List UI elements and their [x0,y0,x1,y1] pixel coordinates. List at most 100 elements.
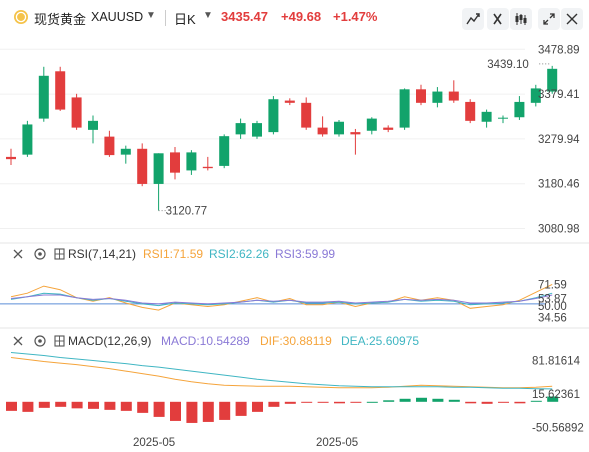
candle-body [55,71,66,110]
price-axis: 3478.89 3379.41 3279.94 3180.46 3080.98 [538,44,580,235]
rsi-tick: 53.87 [538,293,567,305]
candle-body [6,156,16,160]
macd-bar [38,401,50,408]
macd-bar [432,398,444,402]
candle-body [252,123,262,137]
candle-body [202,166,213,169]
settings-icon [566,13,578,25]
candle-body [301,102,312,128]
candle-body [416,89,426,103]
macd-bar [55,401,67,407]
candle-body [366,118,377,131]
macd-bar [252,401,263,412]
macd-bar [268,401,280,407]
fullscreen-icon [543,13,555,25]
candle-body [448,91,459,101]
date-tick: 2025-05 [133,437,175,449]
macd-bar [186,401,198,423]
rsi-settings-icon[interactable] [34,248,46,260]
rsi3-legend: RSI3:59.99 [275,247,335,261]
dea-legend: DEA:25.60975 [341,334,419,348]
max-price-label: 3439.10 [487,59,529,71]
macd-tick: -50.56892 [532,422,584,434]
candle-body [22,124,33,155]
macd-bar [301,401,313,403]
macd-bar [170,401,181,421]
price-tick: 3379.41 [538,89,580,101]
symbol-dropdown-icon[interactable]: ▼ [146,10,156,21]
candle-body [235,123,246,135]
candle-body [153,153,164,184]
rsi-panel: RSI(7,14,21) RSI1:71.59 RSI2:62.26 RSI3:… [0,247,567,325]
macd-bar [317,401,329,403]
macd-panel: MACD(12,26,9) MACD:10.54289 DIF:30.88119… [6,334,584,434]
macd-bar [235,401,247,416]
rsi-lines [0,283,553,311]
symbol-code[interactable]: XAUUSD [91,10,144,24]
candlesticks [6,63,558,212]
candle-body [317,127,328,135]
candle-style-button[interactable] [462,8,484,30]
candle-body [432,91,443,103]
macd-bar [202,401,214,422]
macd-tick: 81.81614 [532,356,581,368]
candle-body [88,120,98,130]
macd-lines [10,352,553,390]
period-selector[interactable]: 日K [174,12,196,27]
chart-canvas[interactable]: 3478.89 3379.41 3279.94 3180.46 3080.98 3439… [0,36,589,452]
macd-bar [284,401,296,404]
min-price-label: 3120.77 [166,206,208,218]
macd-header: MACD(12,26,9) MACD:10.54289 DIF:30.88119… [13,334,419,348]
macd-histogram [6,396,559,423]
chart-type-button[interactable] [510,8,532,30]
macd-bar [120,401,132,411]
candle-body [284,100,295,103]
dif-line [10,357,553,389]
candle-body [465,101,476,121]
candle-style-icon [466,13,480,25]
macd-close-icon[interactable] [13,336,23,346]
dif-legend: DIF:30.88119 [260,334,332,348]
settings-button[interactable] [561,8,583,30]
price-tick: 3478.89 [538,44,580,56]
price-tick: 3080.98 [538,224,580,236]
rsi-close-icon[interactable] [13,249,23,259]
candle-body [383,127,394,130]
macd-bar [465,401,477,404]
candle-body [170,152,180,173]
period-dropdown-icon[interactable]: ▼ [203,10,213,21]
rsi-title: RSI(7,14,21) [68,247,136,261]
macd-title: MACD(12,26,9) [68,334,151,348]
macd-bar [530,400,542,402]
chart-type-icon [515,13,527,25]
candle-body [219,136,230,166]
symbol-name[interactable]: 现货黄金 [34,12,87,27]
macd-bar [448,399,460,402]
macd-bar [153,401,165,417]
macd-bar [71,401,83,409]
last-price: 3435.47 [221,9,268,24]
macd-bar [6,401,17,411]
candle-body [120,148,131,155]
rsi2-legend: RSI2:62.26 [209,247,269,261]
candle-body [334,121,344,135]
macd-settings-icon[interactable] [34,335,46,347]
macd-bar [366,401,378,403]
rsi-line-3 [10,294,553,305]
main-grid [0,48,525,230]
macd-bar [498,401,509,403]
fullscreen-button[interactable] [538,8,560,30]
rsi-tick: 34.56 [538,313,567,325]
candle-body [137,148,148,184]
macd-tick: 15.62361 [532,389,580,401]
candle-body [514,101,525,118]
price-change-pct: +1.47% [333,9,378,24]
main-price-panel: 3478.89 3379.41 3279.94 3180.46 3080.98 3439… [0,44,580,236]
macd-bar [104,401,116,410]
candle-body [530,88,541,103]
indicator-button[interactable] [487,8,509,30]
indicator-icon [493,13,502,25]
macd-axis: 81.81614 15.62361 -50.56892 [532,356,584,435]
macd-bar [334,401,345,404]
